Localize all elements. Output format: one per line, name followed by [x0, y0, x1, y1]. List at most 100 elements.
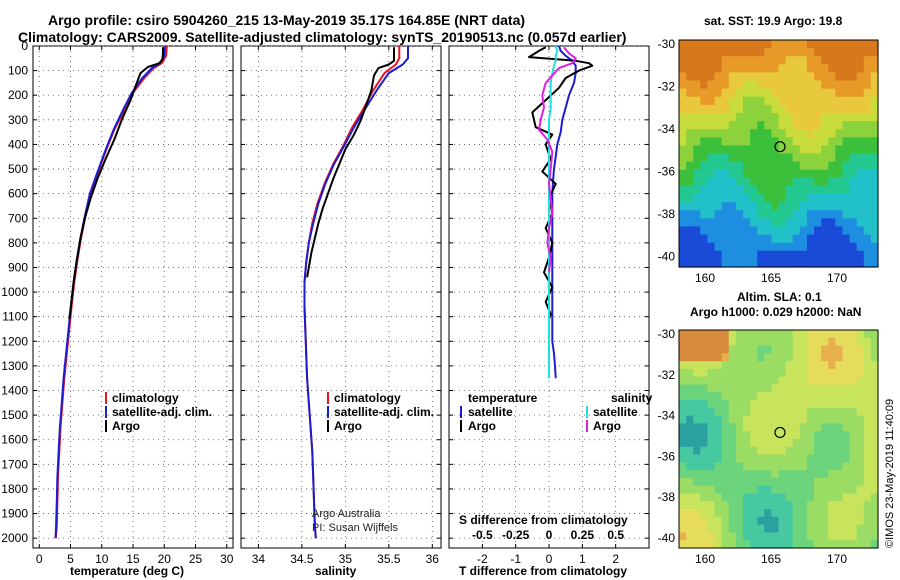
map-cell: [714, 258, 723, 268]
map-cell: [764, 72, 772, 82]
legend-satellite-label: satellite-adj. clim.: [112, 405, 212, 419]
map-cell: [707, 145, 716, 155]
map-cell: [764, 258, 772, 268]
map-cell: [686, 218, 694, 228]
map-cell: [863, 446, 872, 456]
map-cell: [764, 361, 772, 370]
map-cell: [714, 407, 723, 417]
map-cell: [742, 400, 751, 409]
x-tick-label: 35: [339, 552, 353, 566]
map-cell: [714, 376, 723, 386]
map-cell: [686, 361, 694, 370]
map-cell: [735, 353, 744, 362]
map-cell: [693, 177, 701, 187]
map-cell: [742, 177, 751, 187]
map-cell: [870, 121, 879, 130]
map-cell: [799, 129, 808, 138]
map-cell: [856, 72, 865, 82]
map-cell: [679, 462, 687, 471]
map-cell: [821, 462, 829, 471]
map-cell: [679, 218, 687, 228]
map-cell: [849, 423, 858, 432]
map-cell: [856, 330, 865, 339]
map-cell: [735, 56, 744, 65]
map-cell: [707, 161, 716, 171]
map-cell: [856, 64, 865, 74]
map-cell: [707, 415, 716, 425]
map-cell: [728, 477, 737, 487]
map-cell: [764, 345, 772, 354]
x-tick-label: 15: [126, 552, 140, 566]
map-cell: [828, 112, 836, 122]
map-cell: [700, 194, 709, 203]
depth-axis: 0100200300400500600700800900100011001200…: [1, 39, 28, 545]
map-cell: [842, 477, 851, 487]
map-cell: [842, 462, 851, 471]
map-cell: [835, 161, 844, 171]
map-cell: [679, 250, 687, 260]
map-cell: [778, 477, 787, 487]
map-cell: [757, 72, 765, 82]
map-cell: [721, 361, 730, 370]
map-cell: [693, 218, 701, 228]
map-cell: [735, 532, 744, 541]
difference-xlabel-top: S difference from climatology: [459, 513, 628, 527]
map-cell: [863, 153, 872, 163]
map-cell: [679, 337, 687, 347]
map-cell: [863, 415, 872, 425]
map-cell: [814, 353, 822, 362]
map-cell: [700, 439, 709, 448]
map-cell: [849, 532, 858, 541]
map-cell: [849, 153, 858, 163]
map-cell: [785, 470, 794, 479]
map-cell: [679, 145, 687, 155]
map-cell: [792, 250, 801, 260]
map-cell: [814, 330, 822, 339]
map-cell: [707, 400, 716, 409]
map-cell: [728, 234, 737, 244]
map-cell: [686, 330, 694, 339]
map-cell: [693, 501, 701, 510]
map-cell: [700, 112, 709, 122]
map-cell: [693, 330, 701, 339]
map-cell: [792, 177, 801, 187]
map-cell: [842, 431, 851, 440]
map-cell: [771, 477, 780, 487]
map-cell: [863, 177, 872, 187]
map-cell: [792, 330, 801, 339]
map-cell: [750, 376, 758, 386]
map-cell: [679, 121, 687, 130]
map-cell: [870, 258, 879, 268]
map-cell: [835, 446, 844, 456]
map-cell: [821, 392, 829, 401]
map-cell: [778, 129, 787, 138]
map-cell: [707, 361, 716, 370]
map-cell: [764, 202, 772, 211]
map-cell: [679, 516, 687, 526]
map-cell: [799, 524, 808, 534]
map-cell: [785, 40, 794, 49]
depth-tick-label: 0: [21, 39, 28, 53]
map-cell: [721, 64, 730, 74]
map-cell: [856, 532, 865, 541]
map-cell: [835, 242, 844, 252]
map-cell: [835, 516, 844, 526]
map-cell: [828, 407, 836, 417]
map-cell: [707, 532, 716, 541]
map-cell: [870, 384, 879, 393]
map-cell: [735, 337, 744, 347]
map-cell: [693, 509, 701, 518]
map-cell: [686, 337, 694, 347]
map-cell: [778, 493, 787, 502]
map-cell: [721, 345, 730, 354]
map-cell: [735, 540, 744, 549]
map-cell: [764, 415, 772, 425]
map-cell: [735, 501, 744, 510]
map-cell: [721, 218, 730, 228]
map-cell: [750, 439, 758, 448]
map-cell: [700, 400, 709, 409]
temperature-legend: climatology satellite-adj. clim. Argo: [105, 391, 212, 433]
map-cell: [700, 40, 709, 49]
map-cell: [821, 407, 829, 417]
map-cell: [700, 242, 709, 252]
